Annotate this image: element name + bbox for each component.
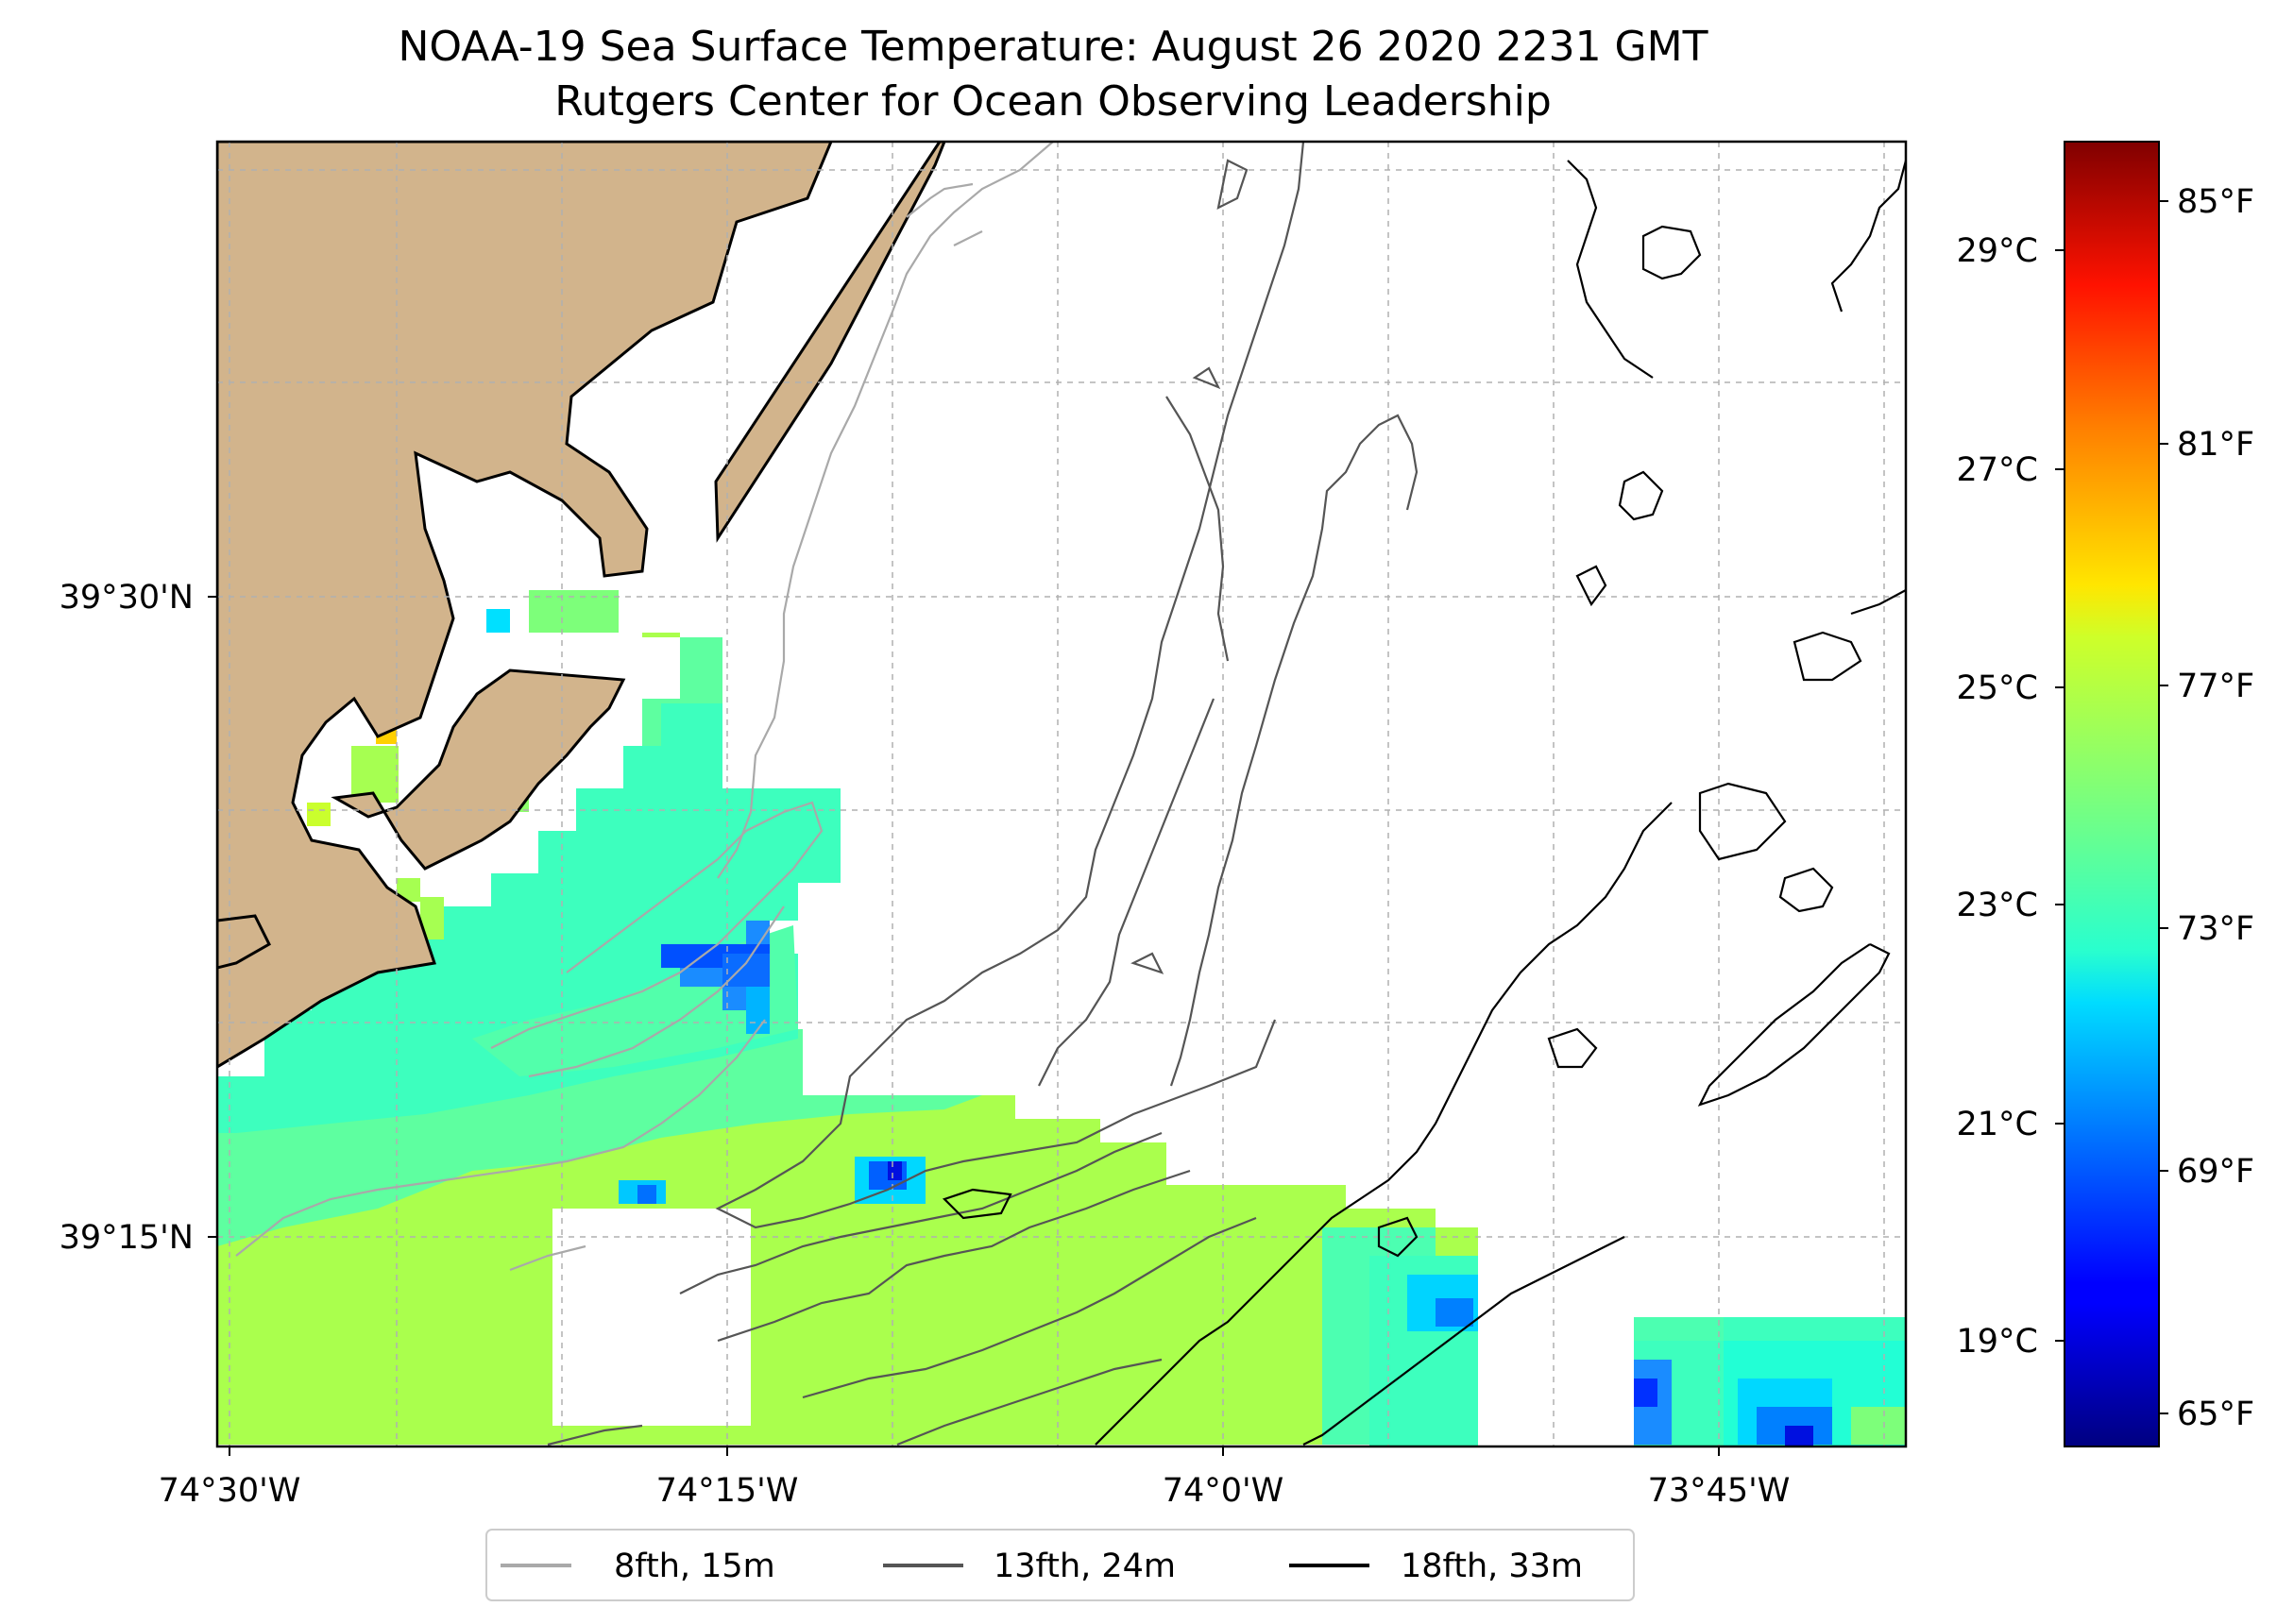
colorbar-fahrenheit-label: 81°F (2177, 426, 2254, 464)
lon-tick-label: 74°30'W (159, 1472, 301, 1510)
colorbar-celsius-label: 19°C (1957, 1323, 2038, 1361)
colorbar-celsius-label: 25°C (1957, 669, 2038, 707)
colorbar-celsius-label: 23°C (1957, 887, 2038, 924)
figure-subtitle: Rutgers Center for Ocean Observing Leade… (554, 77, 1552, 126)
colorbar: 29°C 27°C 25°C 23°C 21°C 19°C 85°F 81°F … (1957, 141, 2254, 1447)
contour-13fth (547, 142, 1419, 1446)
colorbar-fahrenheit-label: 69°F (2177, 1153, 2254, 1191)
lon-ticks: 74°30'W 74°15'W 74°0'W 73°45'W (159, 1446, 1791, 1510)
contour-8fth (235, 142, 1054, 1272)
colorbar-fahrenheit-label: 77°F (2177, 668, 2254, 705)
land (217, 142, 946, 1069)
figure-title: NOAA-19 Sea Surface Temperature: August … (399, 23, 1708, 71)
gridlines (217, 142, 1906, 1446)
legend-label-8fth: 8fth, 15m (614, 1548, 775, 1585)
lat-tick-label: 39°15'N (59, 1219, 194, 1257)
colorbar-celsius-label: 21°C (1957, 1106, 2038, 1143)
contour-18fth (942, 160, 1906, 1446)
lon-tick-label: 74°15'W (656, 1472, 799, 1510)
colorbar-celsius-label: 27°C (1957, 451, 2038, 489)
colorbar-celsius-label: 29°C (1957, 232, 2038, 270)
colorbar-fahrenheit-label: 65°F (2177, 1396, 2254, 1433)
colorbar-fahrenheit-label: 73°F (2177, 910, 2254, 948)
lon-tick-label: 73°45'W (1648, 1472, 1791, 1510)
lat-tick-label: 39°30'N (59, 579, 194, 617)
lon-tick-label: 74°0'W (1163, 1472, 1284, 1510)
legend: 8fth, 15m 13fth, 24m 18fth, 33m (485, 1529, 1635, 1601)
lat-ticks: 39°30'N 39°15'N (59, 579, 217, 1257)
map-frame (215, 140, 1908, 1448)
legend-label-13fth: 13fth, 24m (994, 1548, 1176, 1585)
legend-label-18fth: 18fth, 33m (1401, 1548, 1583, 1585)
colorbar-fahrenheit-label: 85°F (2177, 183, 2254, 221)
map-area (217, 142, 1906, 1446)
